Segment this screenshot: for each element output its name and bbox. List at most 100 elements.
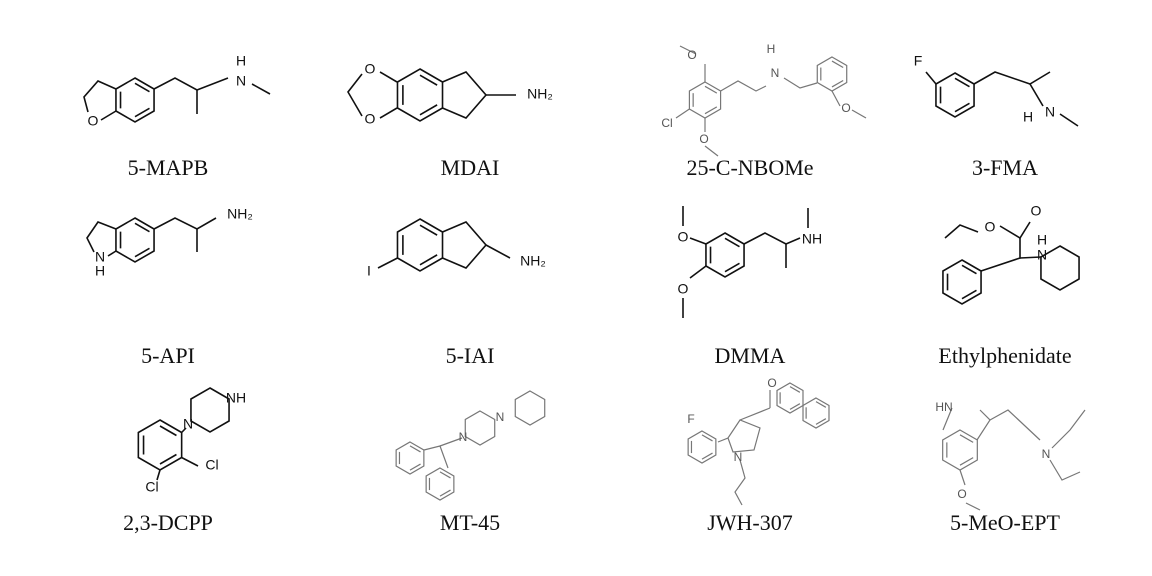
atom-label: O (1031, 203, 1042, 219)
atom-label: N (734, 450, 743, 464)
bond (925, 71, 937, 85)
compound: F O N JWH-307 (687, 376, 830, 535)
double-bond (959, 434, 974, 443)
ring (396, 68, 444, 122)
compound-name: 2,3-DCPP (123, 510, 213, 535)
bond (999, 221, 1031, 240)
atom-label: O (957, 487, 966, 501)
ring (688, 81, 722, 119)
bond (973, 71, 1051, 85)
bond (720, 80, 767, 92)
compound-name: MDAI (441, 155, 500, 180)
compound: O O NH DMMA (678, 206, 822, 368)
compound-name: 5-MeO-EPT (950, 510, 1061, 535)
atom-label: F (914, 53, 923, 69)
atom-label: NH₂ (520, 253, 546, 269)
bond (379, 71, 398, 83)
compound: F NH 3-FMA (914, 53, 1079, 180)
double-bond (704, 85, 718, 94)
compound-name: DMMA (715, 343, 786, 368)
double-bond (701, 452, 713, 460)
atom-label: Cl (205, 457, 218, 473)
bond (485, 244, 511, 259)
atom-label: O (365, 111, 376, 127)
ring (942, 429, 978, 471)
atom-label: N (1045, 104, 1055, 120)
compound: O O NH Ethylphenidate (938, 203, 1080, 368)
double-bond (419, 74, 438, 86)
ring (705, 232, 745, 278)
bond (704, 145, 719, 157)
bond (251, 83, 271, 95)
bond (783, 77, 818, 89)
double-bond (419, 104, 438, 116)
double-bond (815, 418, 827, 425)
compound-name: 3-FMA (972, 155, 1038, 180)
ring (816, 56, 848, 92)
bond (675, 108, 690, 119)
double-bond (701, 434, 713, 442)
double-bond (159, 453, 177, 465)
double-bond (831, 79, 844, 88)
bond (959, 469, 966, 486)
compound: O NH 5-MAPB (83, 53, 271, 180)
bond (942, 407, 953, 431)
bond (743, 232, 801, 245)
ring (115, 217, 155, 263)
ring (464, 410, 496, 446)
double-bond (134, 247, 150, 258)
atom-label: N (183, 416, 193, 432)
ring (514, 390, 546, 426)
atom-label: H (1037, 232, 1047, 248)
atom-label: F (687, 412, 694, 426)
double-bond (134, 222, 150, 233)
compound-name: 5-API (141, 343, 195, 368)
compound: NH₂ I 5-IAI (367, 218, 546, 368)
compound-name: 25-C-NBOMe (686, 155, 813, 180)
atom-label: H (236, 53, 246, 69)
atom-label: O (687, 48, 696, 62)
double-bond (439, 471, 451, 479)
ring (935, 72, 975, 118)
bond (153, 77, 229, 91)
atom-label: O (985, 219, 996, 235)
ring (687, 430, 717, 464)
bond (831, 90, 841, 107)
bond (851, 109, 867, 119)
atom-label: NH₂ (527, 86, 553, 102)
double-bond (954, 77, 970, 88)
atom-label: H (1023, 109, 1033, 125)
double-bond (961, 289, 977, 300)
bond (347, 73, 363, 117)
bond (442, 71, 488, 119)
bond (83, 80, 117, 113)
compound: HN N O 5-MeO-EPT (935, 400, 1086, 535)
bond (989, 409, 1041, 441)
atom-label: I (367, 263, 371, 279)
double-bond (831, 60, 844, 69)
double-bond (439, 489, 451, 497)
bond (423, 445, 449, 469)
bond (739, 407, 771, 421)
atom-label: Cl (145, 479, 158, 495)
bond (976, 409, 991, 441)
double-bond (724, 262, 740, 273)
double-bond (704, 106, 718, 115)
bond (107, 250, 117, 257)
bond (379, 107, 398, 119)
ring (802, 397, 830, 429)
compound-name: 5-MAPB (128, 155, 209, 180)
double-bond (954, 102, 970, 113)
compound: NH NH₂ 5-API (86, 206, 253, 368)
atom-label: N (236, 73, 246, 89)
atom-label: H (767, 42, 776, 56)
bond (944, 224, 979, 239)
double-bond (961, 264, 977, 275)
bond (442, 221, 488, 269)
atom-label: O (678, 281, 689, 297)
atom-label: O (88, 113, 99, 129)
atom-label: NH₂ (227, 206, 253, 222)
atom-label: N (771, 66, 780, 80)
ring (396, 218, 444, 272)
